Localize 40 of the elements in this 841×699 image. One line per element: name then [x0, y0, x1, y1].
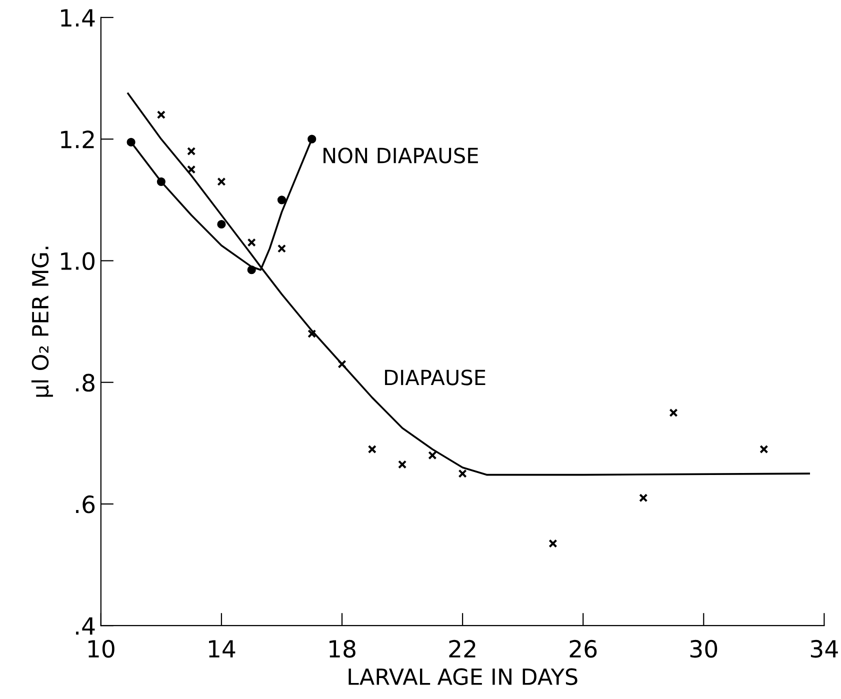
point [277, 244, 286, 253]
point [126, 138, 136, 146]
point [247, 266, 256, 274]
point [187, 146, 196, 156]
annotation: DIAPAUSE [385, 370, 486, 386]
point [308, 329, 316, 338]
line-series [127, 92, 810, 476]
y-tick-label: .8 [76, 374, 94, 392]
point [156, 110, 166, 120]
point [760, 444, 768, 454]
point [217, 220, 226, 229]
point [639, 494, 648, 502]
x-tick-label: 10 [88, 640, 114, 658]
x-tick-label: 26 [570, 640, 597, 658]
y-tick-label: 1.2 [61, 130, 94, 148]
point [187, 165, 196, 174]
point [669, 408, 678, 418]
point [428, 451, 437, 460]
point [398, 460, 407, 469]
x-tick-label: 22 [449, 640, 476, 658]
x-tick-label: 14 [209, 640, 236, 658]
x-tick-label: 18 [330, 640, 356, 658]
x-tick-label: 30 [690, 640, 718, 658]
point [458, 469, 467, 478]
point [247, 238, 256, 247]
annotation: NON DIAPAUSE [324, 148, 478, 164]
y-axis-title: μl O₂ PER MG. [31, 246, 53, 397]
y-tick-label: 1.0 [61, 252, 94, 270]
point [277, 196, 286, 204]
y-tick-label: .6 [76, 495, 95, 514]
point [156, 177, 166, 186]
x-axis-title: LARVAL AGE IN DAYS [348, 668, 578, 686]
point [338, 360, 346, 368]
x-tick-label: 34 [810, 640, 838, 658]
point [308, 134, 316, 144]
y-tick-label: 1.4 [61, 9, 95, 26]
point [217, 177, 226, 186]
point [368, 444, 376, 454]
point [548, 539, 558, 548]
y-tick-label: .4 [76, 617, 95, 635]
